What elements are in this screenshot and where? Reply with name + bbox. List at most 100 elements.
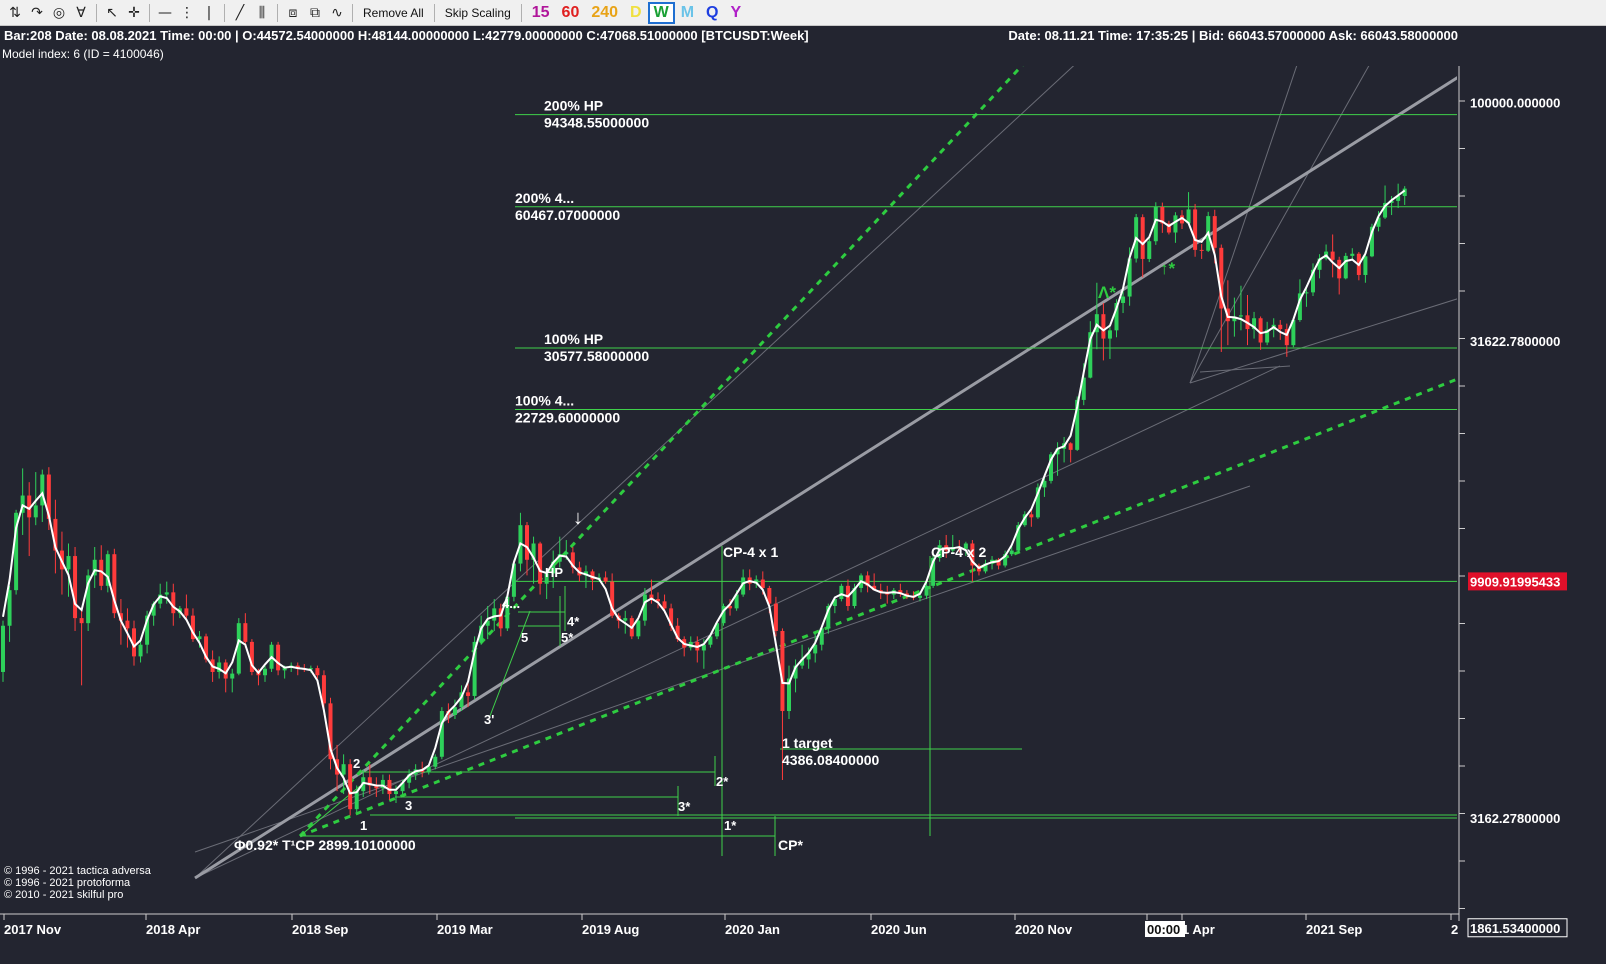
candles-alt-icon[interactable]: ⧉ [310, 4, 320, 21]
candle-body [394, 791, 398, 795]
candle-body [1035, 487, 1040, 518]
level-title: 100% 4... [515, 392, 574, 408]
candle-body [1396, 195, 1401, 201]
candle-body [708, 636, 713, 645]
skip-scaling-button[interactable]: Skip Scaling [444, 5, 511, 20]
time-axis-label: 2018 Apr [146, 922, 200, 937]
candle-body [1330, 251, 1335, 260]
candle-body [793, 665, 798, 679]
fan-line [1199, 365, 1291, 373]
candle-body [538, 543, 543, 584]
candle-body [721, 605, 726, 624]
candle-body [73, 556, 78, 619]
candle-body [158, 594, 163, 604]
candle-body [931, 557, 936, 586]
timeframe-240-button[interactable]: 240 [591, 3, 619, 21]
fan-line [194, 365, 1281, 879]
time-axis-label: 2018 Sep [292, 922, 348, 937]
timeframe-w-button[interactable]: W [647, 1, 675, 24]
candle-body [1186, 209, 1191, 224]
price-axis-label: 31622.7800000 [1470, 334, 1560, 349]
crosshair-time-label: 00:00 [1147, 922, 1180, 937]
candle-body [1081, 377, 1086, 400]
timeframe-q-button[interactable]: Q [706, 3, 719, 21]
candle-body [511, 563, 516, 597]
candle-body [603, 577, 608, 582]
candle-body [1350, 253, 1355, 256]
candle-body [341, 764, 346, 775]
price-label-box [1467, 918, 1568, 938]
candle-body [1402, 188, 1407, 196]
candle-body [426, 766, 431, 772]
vline-icon[interactable]: | [206, 4, 212, 21]
candle-body [14, 512, 19, 591]
target-label: 1 target [782, 735, 833, 751]
candle-body [610, 581, 615, 616]
candle-body [714, 623, 719, 637]
trendline-icon[interactable]: ╱ [235, 4, 245, 21]
candle-body [852, 587, 857, 606]
time-axis-label: 2021 Sep [1306, 922, 1362, 937]
candle-body [1238, 315, 1243, 317]
candle-body [649, 594, 654, 600]
wave-label: 5 [521, 630, 528, 645]
wave-label: 3* [678, 799, 691, 814]
current-price-badge [1468, 572, 1567, 591]
wave-label: 3' [484, 712, 494, 727]
candle-body [492, 608, 497, 621]
candle-body [1376, 217, 1381, 227]
candle-body [1107, 330, 1112, 339]
candle-body [1016, 525, 1021, 551]
candle-body [197, 636, 202, 640]
candle-body [1101, 314, 1106, 339]
timeframe-y-button[interactable]: Y [730, 3, 742, 21]
candle-body [1088, 332, 1093, 378]
candle-body [315, 668, 320, 676]
candle-body [354, 791, 359, 810]
candle-body [1278, 324, 1283, 330]
candle-body [138, 644, 143, 657]
candles-icon[interactable]: ⧈ [288, 4, 298, 21]
timeframe-m-button[interactable]: M [680, 3, 695, 21]
copyright-line: © 2010 - 2021 skilful pro [4, 889, 123, 901]
target-icon[interactable]: ◎ [52, 4, 66, 21]
timeframe-group: 15 60 240 D W M Q Y [526, 1, 747, 24]
cursor-icon[interactable]: ↖ [106, 4, 118, 21]
candle-body [505, 596, 510, 629]
dotted-vline-icon[interactable]: ⋮ [180, 4, 194, 21]
toolbar-divider [277, 3, 278, 22]
sort-arrows-icon[interactable]: ⇅ [9, 4, 21, 21]
copyright-line: © 1996 - 2021 protoforma [4, 877, 131, 889]
candle-body [904, 593, 909, 596]
candle-body [263, 668, 267, 676]
candle-body [1042, 480, 1047, 488]
line-chart-icon[interactable]: ∿ [331, 4, 343, 21]
timeframe-d-button[interactable]: D [630, 3, 642, 21]
candle-body [407, 774, 412, 783]
toolbar-divider [149, 3, 150, 22]
time-axis-label: 2020 Jan [725, 922, 780, 937]
candle-body [466, 692, 471, 696]
candle-body [531, 543, 536, 560]
level-value: 60467.07000000 [515, 207, 620, 223]
toolbar: ⇅ ↷ ◎ ∀ ↖ ✛ — ⋮ | ╱ ⫼ ⧈ ⧉ ∿ Remove All Skip Scaling 1… [0, 0, 1606, 26]
timeframe-60-button[interactable]: 60 [561, 3, 580, 21]
quote-info: Date: 08.11.21 Time: 17:35:25 | Bid: 660… [1008, 28, 1458, 43]
hline-icon[interactable]: — [158, 4, 172, 21]
candle-body [1, 625, 5, 672]
candle-body [872, 585, 877, 591]
crosshair-icon[interactable]: ✛ [128, 4, 140, 21]
candle-body [1193, 209, 1198, 250]
curve-arrow-icon[interactable]: ↷ [31, 4, 43, 21]
candle-body [826, 605, 831, 629]
time-axis-label: 2019 Mar [437, 922, 493, 937]
candle-body [33, 505, 38, 518]
candle-body [623, 618, 628, 621]
price-chart[interactable]: Bar:208 Date: 08.08.2021 Time: 00:00 | O… [0, 26, 1606, 964]
bars-icon[interactable]: ⫼ [258, 4, 266, 21]
timeframe-15-button[interactable]: 15 [531, 3, 550, 21]
candle-body [1291, 320, 1296, 346]
candle-body [918, 595, 922, 598]
v-shape-icon[interactable]: ∀ [76, 4, 86, 21]
remove-all-button[interactable]: Remove All [363, 5, 424, 20]
